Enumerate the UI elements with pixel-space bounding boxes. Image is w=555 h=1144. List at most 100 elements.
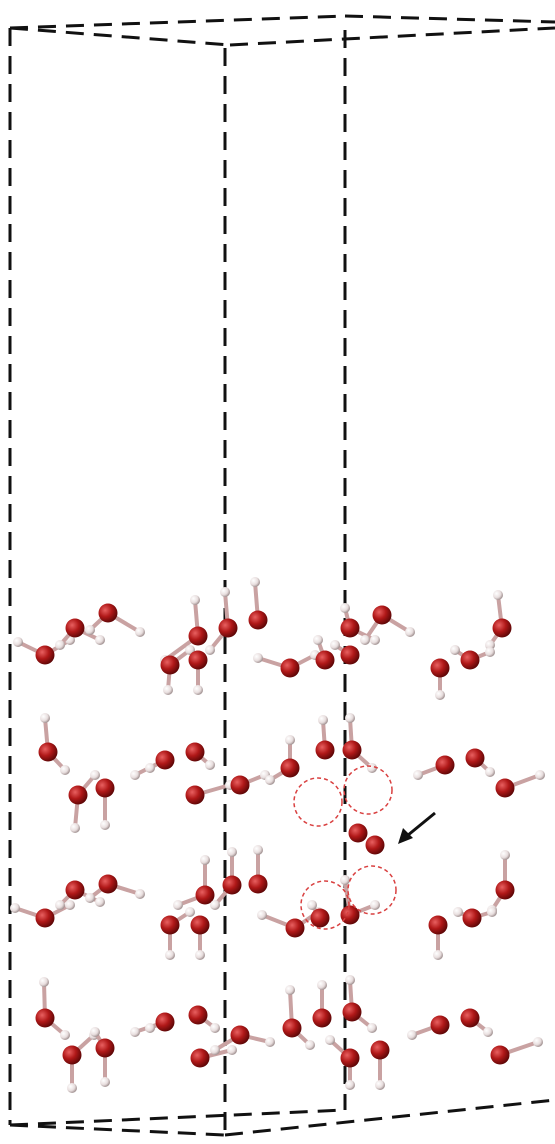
hydrogen-atom: [193, 685, 203, 695]
hydrogen-atom: [65, 900, 75, 910]
oxygen-atom: [35, 908, 55, 928]
oxygen-atom: [38, 742, 58, 762]
hydrogen-atom: [413, 770, 423, 780]
hydrogen-atom: [253, 845, 263, 855]
hydrogen-atom: [55, 640, 65, 650]
oxygen-atom: [230, 775, 250, 795]
hydrogen-atom: [535, 770, 545, 780]
hydrogen-atom: [533, 1037, 543, 1047]
hydrogen-atom: [250, 577, 260, 587]
hydrogen-atom: [163, 685, 173, 695]
hydrogen-atom: [40, 713, 50, 723]
oxygen-atom: [188, 650, 208, 670]
hydrogen-atom: [325, 1035, 335, 1045]
oxygen-atom: [248, 874, 268, 894]
hydrogen-atom: [285, 735, 295, 745]
hydrogen-atom: [370, 900, 380, 910]
oxygen-atom: [95, 1038, 115, 1058]
hydrogen-atom: [375, 1080, 385, 1090]
water-molecules: [10, 577, 545, 1093]
oxygen-atom: [495, 880, 515, 900]
hydrogen-atom: [367, 1023, 377, 1033]
hydrogen-atom: [285, 985, 295, 995]
hydrogen-atom: [130, 1027, 140, 1037]
hydrogen-atom: [318, 715, 328, 725]
oxygen-atom: [348, 823, 368, 843]
simulation-box: [8, 14, 555, 1138]
hydrogen-atom: [313, 635, 323, 645]
oxygen-atom: [285, 918, 305, 938]
oxygen-atom: [430, 1015, 450, 1035]
hydrogen-atom: [345, 975, 355, 985]
oxygen-atom: [280, 658, 300, 678]
hydrogen-atom: [265, 1037, 275, 1047]
hydrogen-atom: [145, 763, 155, 773]
hydrogen-atom: [367, 763, 377, 773]
oxygen-atom: [490, 1045, 510, 1065]
oxygen-atom: [190, 915, 210, 935]
hydrogen-atom: [305, 1040, 315, 1050]
hydrogen-atom: [307, 900, 317, 910]
hydrogen-atom: [487, 907, 497, 917]
hydrogen-atom: [135, 889, 145, 899]
oxygen-atom: [428, 915, 448, 935]
hydrogen-atom: [13, 637, 23, 647]
oxygen-atom: [342, 740, 362, 760]
oxygen-atom: [98, 874, 118, 894]
hydrogen-atom: [370, 635, 380, 645]
oxygen-atom: [222, 875, 242, 895]
hydrogen-atom: [360, 635, 370, 645]
hydrogen-atom: [190, 595, 200, 605]
hydrogen-atom: [485, 640, 495, 650]
hydrogen-atom: [67, 1083, 77, 1093]
oxygen-atom: [430, 658, 450, 678]
hydrogen-atom: [85, 893, 95, 903]
oxygen-atom: [62, 1045, 82, 1065]
oxygen-atom: [155, 750, 175, 770]
oxygen-atom: [230, 1025, 250, 1045]
hydrogen-atom: [330, 640, 340, 650]
oxygen-atom: [155, 1012, 175, 1032]
hydrogen-atom: [60, 1030, 70, 1040]
hydrogen-atom: [90, 1027, 100, 1037]
hydrogen-atom: [345, 1080, 355, 1090]
oxygen-atom: [340, 905, 360, 925]
hydrogen-atom: [55, 900, 65, 910]
vacancy-markers: [293, 765, 397, 930]
oxygen-atom: [160, 655, 180, 675]
hydrogen-atom: [145, 1023, 155, 1033]
hydrogen-atom: [340, 603, 350, 613]
oxygen-atom: [370, 1040, 390, 1060]
oxygen-atom: [185, 742, 205, 762]
oxygen-atom: [248, 610, 268, 630]
oxygen-atom: [460, 650, 480, 670]
oxygen-atom: [65, 880, 85, 900]
hydrogen-atom: [405, 627, 415, 637]
hydrogen-atom: [435, 690, 445, 700]
oxygen-atom: [35, 1008, 55, 1028]
hydrogen-atom: [433, 950, 443, 960]
oxygen-atom: [492, 618, 512, 638]
hydrogen-atom: [205, 760, 215, 770]
hydrogen-atom: [227, 1045, 237, 1055]
hydrogen-atom: [165, 950, 175, 960]
oxygen-atom: [35, 645, 55, 665]
oxygen-atom: [282, 1018, 302, 1038]
hydrogen-atom: [90, 770, 100, 780]
hydrogen-atom: [60, 765, 70, 775]
hydrogen-atom: [200, 855, 210, 865]
oxygen-atom: [462, 908, 482, 928]
oxygen-atom: [280, 758, 300, 778]
oxygen-atom: [195, 885, 215, 905]
oxygen-atom: [68, 785, 88, 805]
hydrogen-atom: [130, 770, 140, 780]
oxygen-atom: [65, 618, 85, 638]
oxygen-atom: [495, 778, 515, 798]
hydrogen-atom: [485, 767, 495, 777]
hydrogen-atom: [220, 587, 230, 597]
hydrogen-atom: [70, 823, 80, 833]
oxygen-atom: [465, 748, 485, 768]
oxygen-atom: [98, 603, 118, 623]
hydrogen-atom: [493, 590, 503, 600]
